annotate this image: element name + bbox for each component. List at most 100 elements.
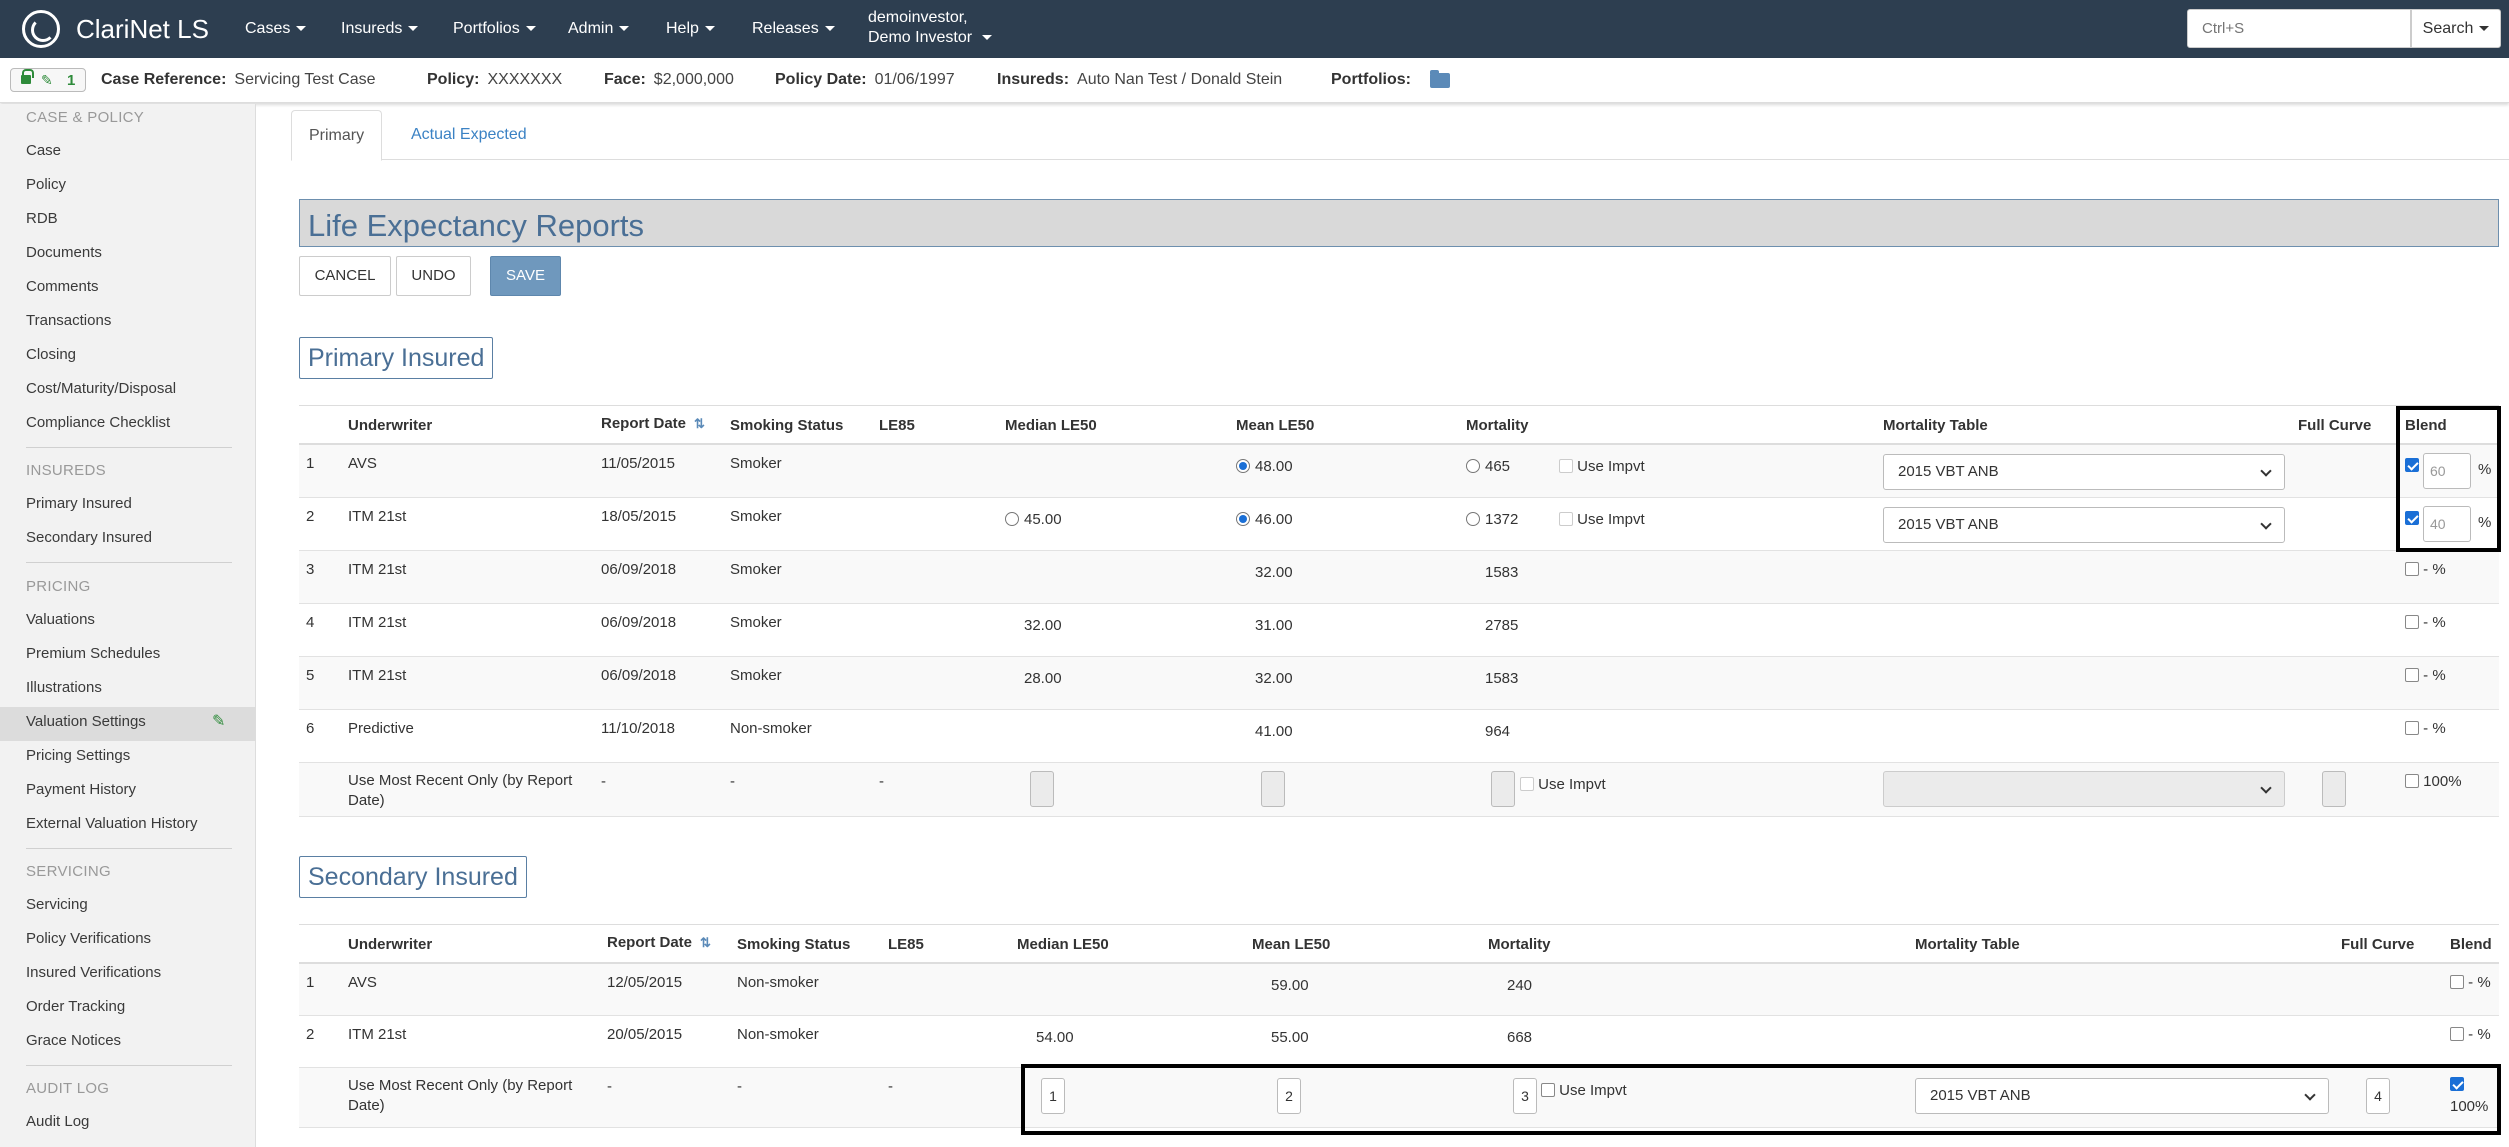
- mean-le50-radio[interactable]: [1236, 459, 1250, 473]
- col-report-date[interactable]: Report Date ⇅: [601, 415, 705, 432]
- sidebar-item-policy[interactable]: Policy: [26, 176, 67, 193]
- blend-checkbox[interactable]: [2405, 511, 2419, 525]
- mortality-box[interactable]: [1491, 771, 1515, 807]
- secondary-insured-title: Secondary Insured: [299, 856, 527, 898]
- blend-checkbox[interactable]: [2450, 975, 2464, 989]
- blend-checkbox[interactable]: [2405, 615, 2419, 629]
- col-report-date[interactable]: Report Date ⇅: [607, 934, 711, 951]
- col-le85: LE85: [888, 936, 924, 953]
- sidebar-item-illustrations[interactable]: Illustrations: [26, 679, 102, 696]
- search-input[interactable]: [2187, 9, 2411, 48]
- use-impvt-checkbox[interactable]: [1559, 512, 1573, 526]
- sidebar-item-cost-maturity-disposal[interactable]: Cost/Maturity/Disposal: [26, 380, 177, 397]
- menu-cases[interactable]: Cases: [245, 20, 307, 38]
- mean-le50-radio[interactable]: [1236, 512, 1250, 526]
- median-le50-box[interactable]: 1: [1041, 1078, 1065, 1114]
- mortality-table-select[interactable]: 2015 VBT ANB: [1883, 507, 2285, 543]
- use-impvt-checkbox[interactable]: [1559, 459, 1573, 473]
- sidebar-item-closing[interactable]: Closing: [26, 346, 77, 363]
- mortality-table-select[interactable]: [1883, 771, 2285, 807]
- tab-primary[interactable]: Primary: [291, 110, 383, 161]
- sidebar-item-policy-verifications[interactable]: Policy Verifications: [26, 930, 152, 947]
- full-curve-box[interactable]: 4: [2366, 1078, 2390, 1114]
- full-curve-box[interactable]: [2322, 771, 2346, 807]
- report-date: 06/09/2018: [601, 614, 677, 631]
- sidebar-item-secondary-insured[interactable]: Secondary Insured: [26, 529, 152, 546]
- blend-percent-input[interactable]: 40: [2423, 506, 2471, 542]
- sidebar-item-rdb[interactable]: RDB: [26, 210, 58, 227]
- sidebar-item-case[interactable]: Case: [26, 142, 62, 159]
- menu-admin[interactable]: Admin: [568, 20, 630, 38]
- sidebar-item-order-tracking[interactable]: Order Tracking: [26, 998, 126, 1015]
- sidebar-item-payment-history[interactable]: Payment History: [26, 781, 137, 798]
- tab-bar: Primary Actual Expected: [291, 110, 2509, 161]
- blend-checkbox[interactable]: [2450, 1027, 2464, 1041]
- mortality-box[interactable]: 3: [1513, 1078, 1537, 1114]
- sidebar-item-transactions[interactable]: Transactions: [26, 312, 112, 329]
- blend-percent-input[interactable]: 60: [2423, 453, 2471, 489]
- sidebar-item-valuation-settings[interactable]: Valuation Settings: [26, 713, 146, 730]
- blend-checkbox[interactable]: [2405, 458, 2419, 472]
- menu-releases[interactable]: Releases: [752, 20, 835, 38]
- folder-icon[interactable]: [1430, 70, 1450, 88]
- mortality-table-select[interactable]: 2015 VBT ANB: [1915, 1078, 2329, 1114]
- underwriter: AVS: [348, 455, 377, 472]
- lock-status-badge[interactable]: ✎ 1: [10, 68, 86, 92]
- mortality-radio[interactable]: [1466, 459, 1480, 473]
- use-impvt-checkbox[interactable]: [1541, 1083, 1555, 1097]
- mortality: 465: [1466, 458, 1510, 475]
- sidebar-item-external-valuation-history[interactable]: External Valuation History: [26, 815, 198, 832]
- chevron-down-icon: [408, 26, 419, 32]
- sidebar-divider: [26, 447, 232, 448]
- save-button[interactable]: SAVE: [490, 256, 561, 296]
- blend-checkbox[interactable]: [2405, 562, 2419, 576]
- sidebar-item-premium-schedules[interactable]: Premium Schedules: [26, 645, 161, 662]
- sidebar-item-servicing[interactable]: Servicing: [26, 896, 88, 913]
- chevron-down-icon: [619, 26, 630, 32]
- sort-icon[interactable]: ⇅: [700, 935, 711, 950]
- median-le50-radio[interactable]: [1005, 512, 1019, 526]
- chevron-down-icon: [2260, 465, 2272, 477]
- blend-checkbox[interactable]: [2450, 1077, 2464, 1091]
- mean-le50: 41.00: [1255, 723, 1293, 740]
- sidebar-item-documents[interactable]: Documents: [26, 244, 102, 261]
- sidebar-item-audit-log[interactable]: Audit Log: [26, 1113, 90, 1130]
- tab-actual-expected[interactable]: Actual Expected: [411, 126, 527, 143]
- report-date: 06/09/2018: [601, 667, 677, 684]
- blend-checkbox[interactable]: [2405, 721, 2419, 735]
- mean-le50-box[interactable]: 2: [1277, 1078, 1301, 1114]
- case-reference: Case Reference: Servicing Test Case: [101, 71, 376, 88]
- mean-le50-box[interactable]: [1261, 771, 1285, 807]
- primary-le-table: Underwriter Report Date ⇅ Smoking Status …: [299, 405, 2499, 817]
- menu-portfolios[interactable]: Portfolios: [453, 20, 536, 38]
- le85: -: [888, 1078, 893, 1095]
- sidebar-item-insured-verifications[interactable]: Insured Verifications: [26, 964, 162, 981]
- median-le50: 45.00: [1005, 511, 1062, 528]
- clarinet-logo-icon[interactable]: [22, 10, 60, 48]
- sidebar-item-comments[interactable]: Comments: [26, 278, 99, 295]
- sidebar-item-valuations[interactable]: Valuations: [26, 611, 95, 628]
- sidebar-item-compliance-checklist[interactable]: Compliance Checklist: [26, 414, 171, 431]
- search-button[interactable]: Search: [2411, 9, 2501, 48]
- sidebar-item-primary-insured[interactable]: Primary Insured: [26, 495, 132, 512]
- sidebar-item-grace-notices[interactable]: Grace Notices: [26, 1032, 122, 1049]
- median-le50-box[interactable]: [1030, 771, 1054, 807]
- mortality: 1583: [1485, 670, 1519, 687]
- brand-name[interactable]: ClariNet LS: [76, 14, 209, 44]
- cancel-button[interactable]: CANCEL: [299, 256, 391, 296]
- menu-insureds[interactable]: Insureds: [341, 20, 419, 38]
- mortality-radio[interactable]: [1466, 512, 1480, 526]
- blend-checkbox[interactable]: [2405, 774, 2419, 788]
- blend-checkbox[interactable]: [2405, 668, 2419, 682]
- user-menu[interactable]: demoinvestor, Demo Investor: [868, 8, 993, 48]
- mortality-table-select[interactable]: 2015 VBT ANB: [1883, 454, 2285, 490]
- undo-button[interactable]: UNDO: [396, 256, 471, 296]
- menu-help[interactable]: Help: [666, 20, 715, 38]
- use-impvt-checkbox[interactable]: [1520, 777, 1534, 791]
- sort-icon[interactable]: ⇅: [694, 416, 705, 431]
- table-row: 2 ITM 21st 20/05/2015 Non-smoker 54.00 5…: [299, 1016, 2499, 1068]
- smoking-status: -: [737, 1078, 742, 1095]
- sidebar-item-pricing-settings[interactable]: Pricing Settings: [26, 747, 131, 764]
- report-date: 11/05/2015: [601, 455, 675, 472]
- chevron-down-icon: [824, 26, 835, 32]
